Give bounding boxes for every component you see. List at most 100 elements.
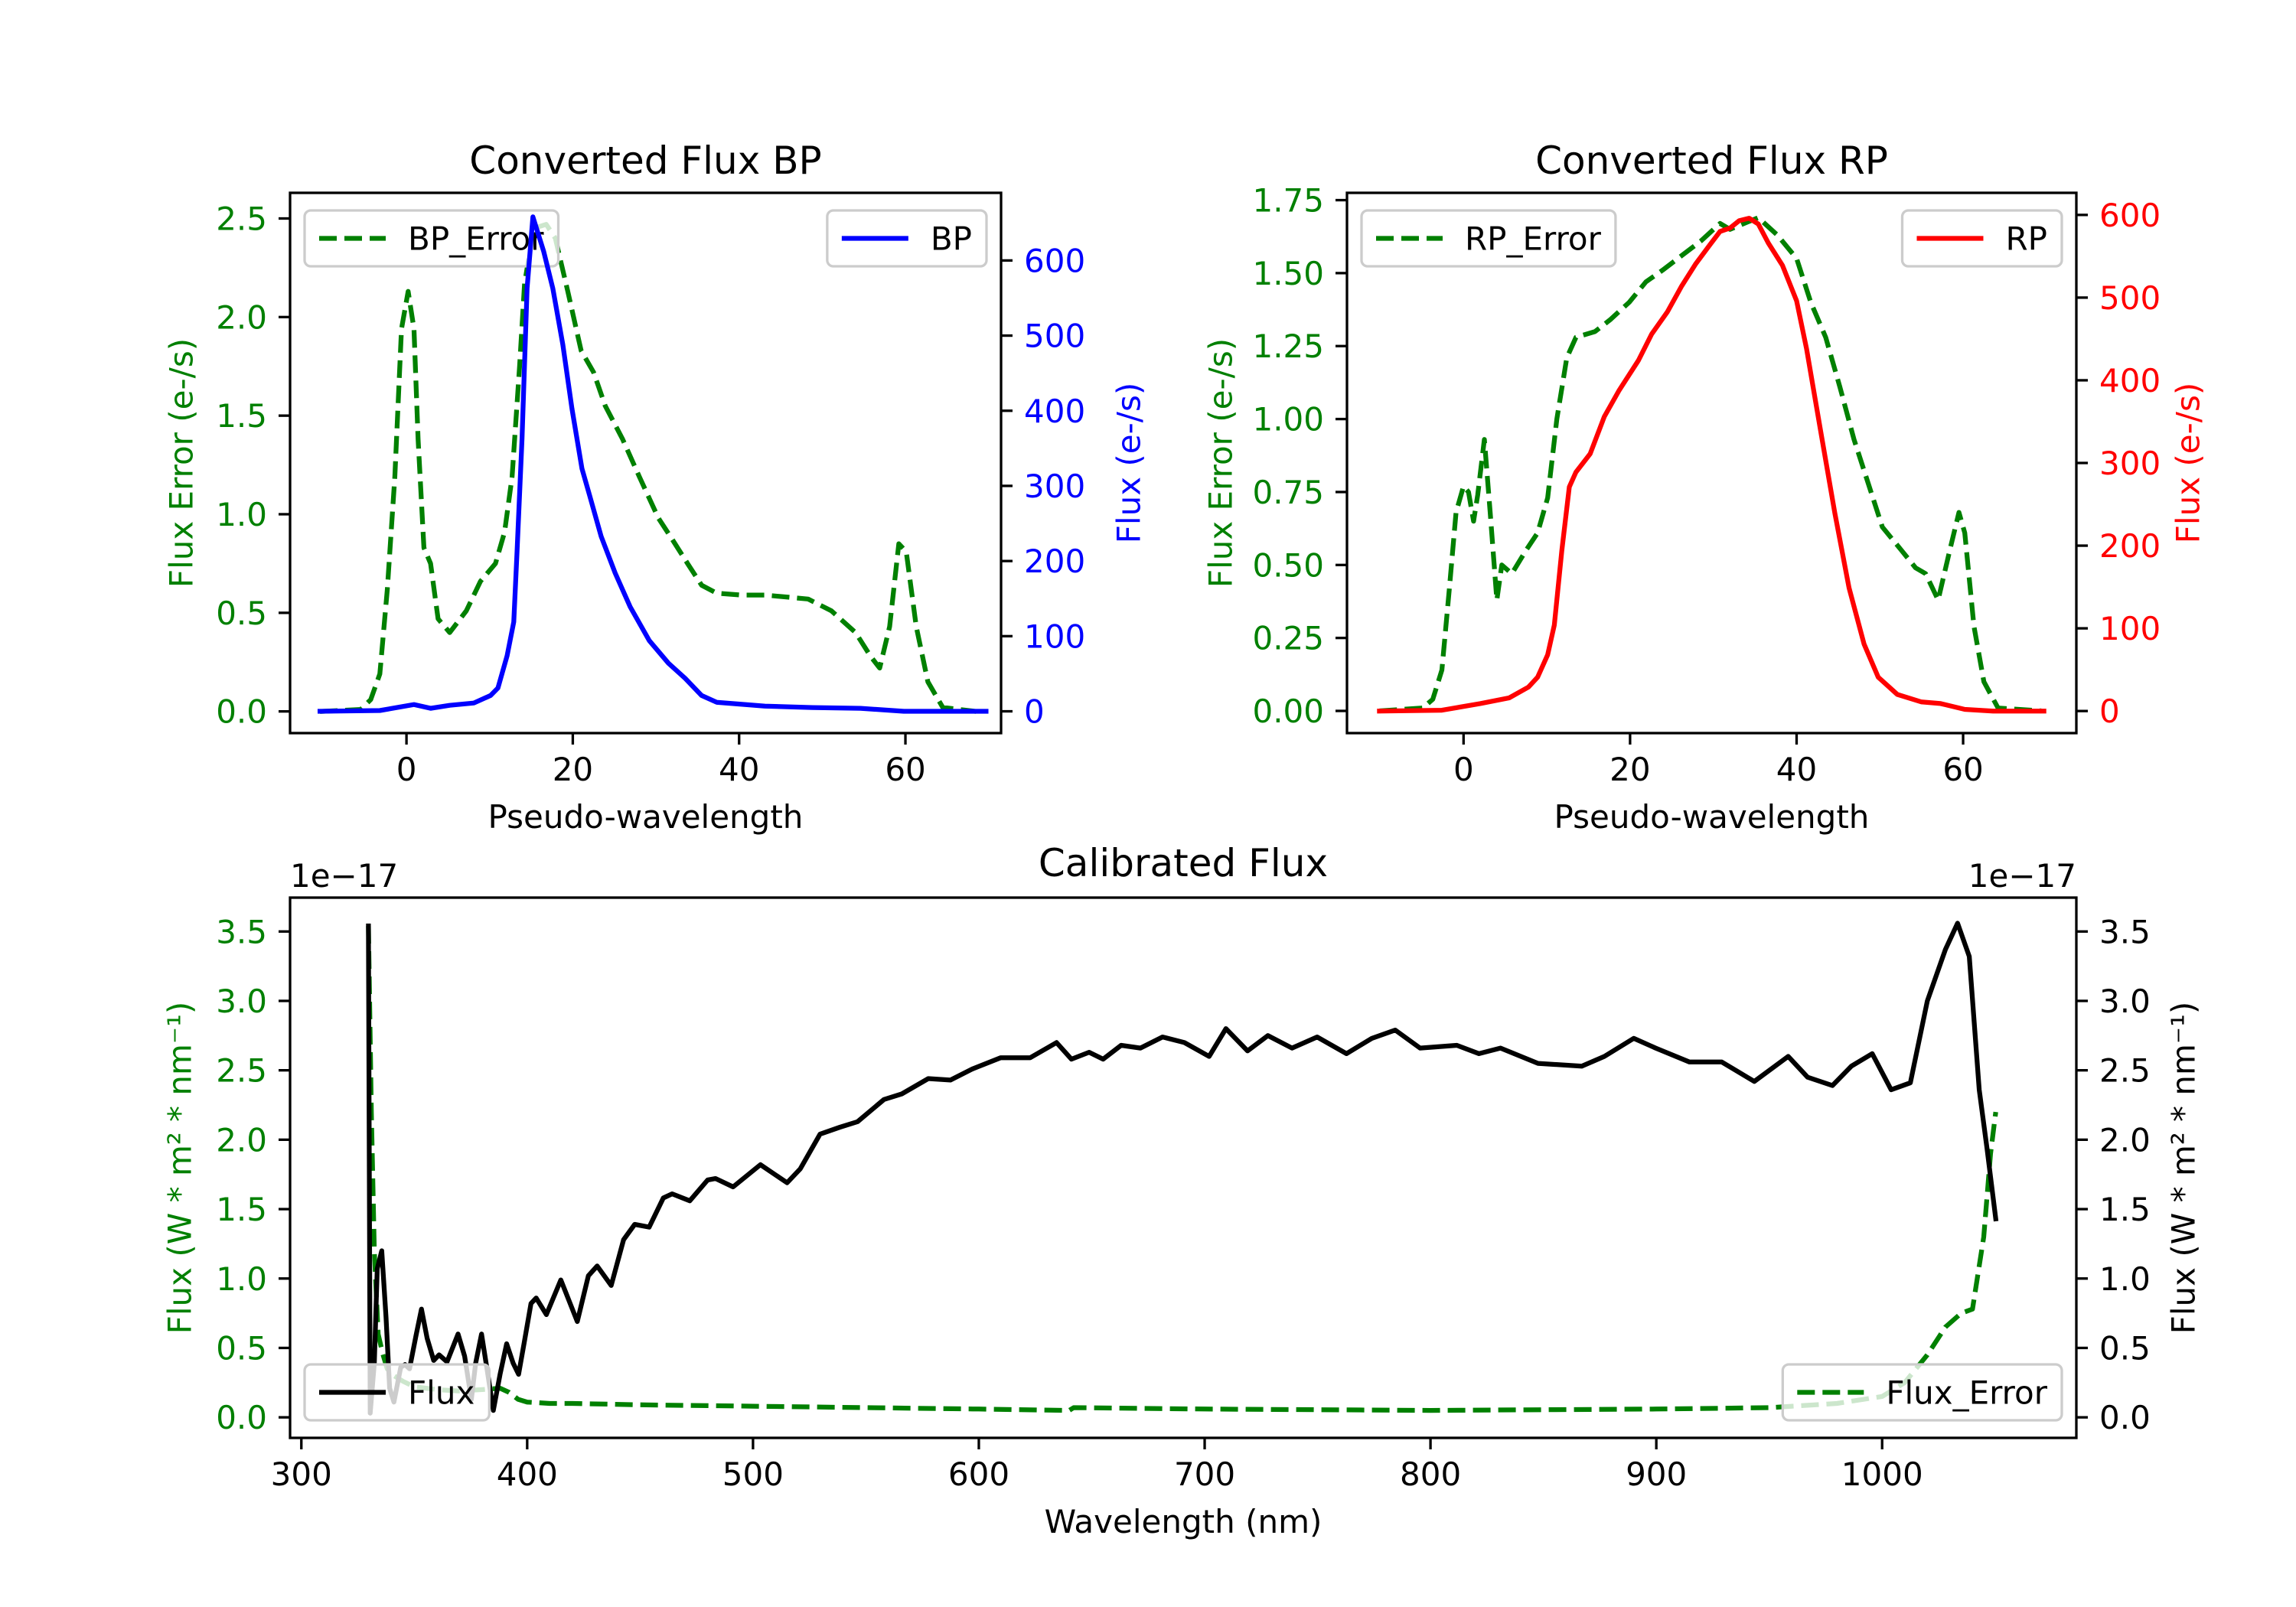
legend-right: RP — [1900, 209, 2063, 268]
chart-title: Calibrated Flux — [1039, 841, 1328, 885]
right-y-tick-label: 200 — [1024, 543, 1085, 580]
x-tick-label: 0 — [1453, 751, 1474, 788]
right-y-tick-label: 300 — [2099, 445, 2161, 482]
legend-label: RP_Error — [1465, 220, 1602, 258]
series-line-bp-error — [319, 222, 977, 714]
left-y-tick-label: 0.0 — [216, 1399, 267, 1436]
x-tick-label: 20 — [1609, 751, 1650, 788]
axes-frame — [289, 896, 2078, 1439]
legend-left: Flux_Error — [1781, 1363, 2063, 1422]
left-y-axis-label: Flux (W * m² * nm⁻¹) — [161, 1002, 199, 1335]
legend-right: BP — [826, 209, 988, 268]
left-y-tick-label: 1.50 — [1252, 255, 1324, 292]
right-y-tick-label: 500 — [1024, 318, 1085, 355]
x-tick-label: 600 — [948, 1455, 1009, 1493]
x-tick-label: 40 — [719, 751, 759, 788]
left-y-axis-label: Flux Error (e-/s) — [1202, 338, 1240, 588]
legend-frame — [1360, 209, 1617, 268]
x-tick-label: 40 — [1776, 751, 1817, 788]
axes-frame — [1345, 191, 2078, 735]
x-tick-label: 300 — [271, 1455, 332, 1493]
x-axis-label: Pseudo-wavelength — [488, 798, 804, 836]
legend-frame — [1781, 1363, 2063, 1422]
x-tick-label: 60 — [1942, 751, 1983, 788]
converted-flux-rp-chart: Converted Flux RP 0 20 40 60 Pseudo-wavelengt… — [1202, 139, 2207, 836]
right-y-tick-label: 0.0 — [2099, 1399, 2151, 1436]
left-offset-text: 1e−17 — [290, 857, 398, 895]
x-axis-label: Wavelength (nm) — [1045, 1503, 1322, 1540]
left-y-tick-label: 0.50 — [1252, 546, 1324, 584]
left-y-tick-label: 1.25 — [1252, 328, 1324, 365]
left-y-tick-label: 0.0 — [216, 693, 267, 731]
left-y-tick-label: 3.5 — [216, 913, 267, 950]
legend-label: Flux_Error — [1886, 1374, 2047, 1412]
left-y-tick-label: 2.5 — [216, 200, 267, 237]
x-tick-label: 1000 — [1841, 1455, 1923, 1493]
chart-title: Converted Flux RP — [1535, 139, 1888, 183]
right-y-axis-label: Flux (e-/s) — [1110, 383, 1148, 543]
right-y-tick-label: 400 — [1024, 393, 1085, 430]
left-y-tick-label: 2.5 — [216, 1052, 267, 1090]
right-y-tick-label: 0 — [1024, 693, 1045, 731]
legend-label: RP — [2005, 220, 2047, 258]
x-tick-label: 700 — [1174, 1455, 1235, 1493]
right-y-tick-label: 200 — [2099, 527, 2161, 565]
legend-frame — [303, 209, 560, 268]
right-y-tick-label: 3.5 — [2099, 913, 2151, 950]
right-offset-text: 1e−17 — [1968, 857, 2076, 895]
legend-label: Flux — [408, 1374, 475, 1412]
x-tick-label: 20 — [553, 751, 593, 788]
x-tick-label: 0 — [396, 751, 417, 788]
legend-frame — [303, 1363, 491, 1422]
left-y-tick-label: 0.5 — [216, 595, 267, 632]
converted-flux-bp-chart: Converted Flux BP 0 20 40 60 Pseudo-wavelengt… — [163, 139, 1148, 836]
right-y-tick-label: 2.0 — [2099, 1121, 2151, 1159]
left-y-tick-label: 0.75 — [1252, 474, 1324, 511]
left-y-tick-label: 1.75 — [1252, 182, 1324, 220]
x-axis-label: Pseudo-wavelength — [1554, 798, 1870, 836]
left-y-tick-label: 0.25 — [1252, 620, 1324, 657]
left-y-tick-label: 1.0 — [216, 496, 267, 533]
right-y-tick-label: 0.5 — [2099, 1329, 2151, 1367]
right-y-tick-label: 0 — [2099, 693, 2120, 730]
x-tick-label: 500 — [722, 1455, 784, 1493]
series-line-rp — [1377, 216, 2047, 714]
legend-left: BP_Error — [303, 209, 560, 268]
right-y-tick-label: 600 — [2099, 197, 2161, 234]
left-y-tick-label: 3.0 — [216, 983, 267, 1020]
left-y-tick-label: 0.5 — [216, 1329, 267, 1367]
left-y-tick-label: 1.5 — [216, 1191, 267, 1228]
x-tick-label: 60 — [885, 751, 925, 788]
right-y-tick-label: 500 — [2099, 279, 2161, 317]
left-y-axis-label: Flux Error (e-/s) — [163, 338, 201, 588]
left-y-tick-label: 0.00 — [1252, 693, 1324, 730]
right-y-tick-label: 300 — [1024, 468, 1085, 505]
right-y-tick-label: 2.5 — [2099, 1052, 2151, 1090]
right-y-axis-label: Flux (e-/s) — [2170, 383, 2207, 543]
chart-title: Converted Flux BP — [469, 139, 821, 183]
axes-frame — [289, 191, 1003, 735]
legend-right: Flux — [303, 1363, 491, 1422]
series-line-flux — [366, 921, 1999, 1416]
left-y-tick-label: 2.0 — [216, 298, 267, 336]
calibrated-flux-chart: Calibrated Flux 300 400 500 600 700 800 900 1000… — [161, 841, 2203, 1540]
x-tick-label: 400 — [497, 1455, 558, 1493]
right-y-tick-label: 100 — [2099, 610, 2161, 647]
series-line-bp — [317, 214, 989, 714]
series-line-rp-error — [1379, 215, 2042, 714]
right-y-tick-label: 100 — [1024, 618, 1085, 655]
x-tick-label: 900 — [1626, 1455, 1687, 1493]
left-y-tick-label: 1.5 — [216, 397, 267, 435]
legend-label: BP_Error — [408, 220, 544, 258]
x-tick-label: 800 — [1400, 1455, 1461, 1493]
right-y-axis-label: Flux (W * m² * nm⁻¹) — [2165, 1002, 2203, 1335]
right-y-tick-label: 400 — [2099, 362, 2161, 399]
legend-label: BP — [931, 220, 972, 258]
right-y-tick-label: 600 — [1024, 242, 1085, 279]
right-y-tick-label: 1.5 — [2099, 1191, 2151, 1228]
legend-left: RP_Error — [1360, 209, 1617, 268]
right-y-tick-label: 3.0 — [2099, 983, 2151, 1020]
left-y-tick-label: 2.0 — [216, 1121, 267, 1159]
left-y-tick-label: 1.00 — [1252, 401, 1324, 438]
